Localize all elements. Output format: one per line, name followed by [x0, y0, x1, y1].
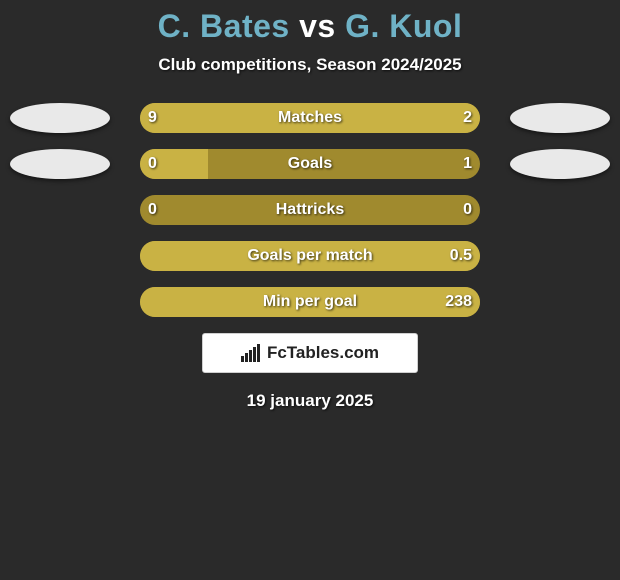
stat-value-left: 0	[148, 149, 157, 179]
team-badge-left	[10, 149, 110, 179]
brand-text: FcTables.com	[267, 343, 379, 363]
stat-row: Goals01	[0, 149, 620, 179]
stat-value-left: 9	[148, 103, 157, 133]
bar-left-fill	[140, 287, 480, 317]
subtitle: Club competitions, Season 2024/2025	[0, 55, 620, 75]
bar-track	[140, 103, 480, 133]
page-title: C. Bates vs G. Kuol	[0, 8, 620, 45]
team-badge-right	[510, 149, 610, 179]
bar-track	[140, 149, 480, 179]
player1-name: C. Bates	[158, 8, 290, 44]
bar-left-fill	[140, 241, 480, 271]
stat-value-left: 0	[148, 195, 157, 225]
brand-box: FcTables.com	[202, 333, 418, 373]
stat-value-right: 2	[463, 103, 472, 133]
bar-left-fill	[140, 103, 405, 133]
brand-bars-icon	[241, 344, 261, 362]
stat-row: Hattricks00	[0, 195, 620, 225]
stat-row: Goals per match0.5	[0, 241, 620, 271]
comparison-chart: Matches92Goals01Hattricks00Goals per mat…	[0, 103, 620, 317]
bar-track	[140, 195, 480, 225]
stat-value-right: 238	[445, 287, 472, 317]
stat-value-right: 0	[463, 195, 472, 225]
bar-track	[140, 287, 480, 317]
stat-value-right: 1	[463, 149, 472, 179]
vs-text: vs	[299, 8, 336, 44]
chart-date: 19 january 2025	[0, 391, 620, 411]
stat-row: Min per goal238	[0, 287, 620, 317]
stat-row: Matches92	[0, 103, 620, 133]
team-badge-left	[10, 103, 110, 133]
bar-track	[140, 241, 480, 271]
team-badge-right	[510, 103, 610, 133]
player2-name: G. Kuol	[345, 8, 462, 44]
comparison-widget: C. Bates vs G. Kuol Club competitions, S…	[0, 0, 620, 411]
stat-value-right: 0.5	[450, 241, 472, 271]
